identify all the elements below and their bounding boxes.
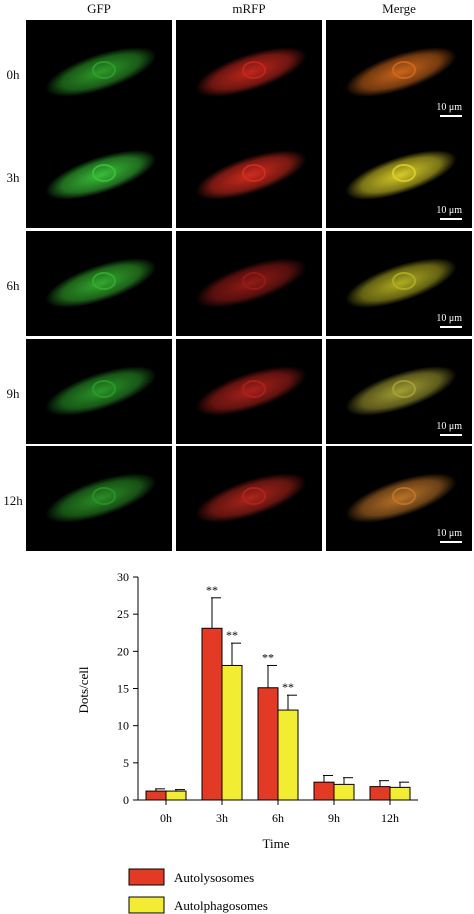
bar-autolphagosomes-6h	[277, 709, 299, 801]
legend-swatch-autolysosomes	[128, 868, 165, 886]
y-tick-label: 10	[117, 719, 129, 733]
scale-bar	[440, 115, 462, 117]
bar-autolysosomes-12h	[369, 786, 391, 801]
cell-nucleus	[392, 272, 416, 290]
y-tick-label: 30	[117, 570, 129, 584]
legend-label-autolysosomes: Autolysosomes	[174, 870, 254, 885]
micrograph-3h-merge: 10 μm	[326, 123, 472, 228]
micrograph-0h-merge: 10 μm	[326, 20, 472, 125]
cell-body	[345, 258, 457, 308]
cell-body	[195, 47, 307, 97]
micrograph-0h-gfp	[26, 20, 172, 125]
cell-body	[345, 47, 457, 97]
cell-body	[345, 366, 457, 416]
bar-autolphagosomes-0h	[165, 790, 187, 801]
legend-swatch-autolphagosomes	[128, 896, 165, 914]
scale-bar	[440, 541, 462, 543]
column-header-mrfp: mRFP	[232, 1, 266, 16]
scale-bar-label: 10 μm	[436, 313, 462, 324]
y-axis-label: Dots/cell	[76, 666, 91, 713]
cell-body	[195, 473, 307, 523]
cell-body	[345, 473, 457, 523]
scale-bar	[440, 434, 462, 436]
row-label-6h: 6h	[6, 278, 20, 293]
scale-bar-label: 10 μm	[436, 528, 462, 539]
bar-autolphagosomes-9h	[333, 783, 355, 801]
legend-label-autolphagosomes: Autolphagosomes	[174, 898, 268, 913]
x-tick-label: 0h	[160, 811, 172, 825]
cell-nucleus	[92, 61, 116, 79]
y-tick-label: 5	[123, 756, 129, 770]
cell-nucleus	[92, 272, 116, 290]
x-tick-label: 9h	[328, 811, 340, 825]
micrograph-9h-mrfp	[176, 339, 322, 444]
row-label-0h: 0h	[6, 67, 20, 82]
cell-nucleus	[392, 380, 416, 398]
scale-bar-label: 10 μm	[436, 102, 462, 113]
column-header-gfp: GFP	[87, 1, 111, 16]
bar-autolysosomes-9h	[313, 781, 335, 801]
cell-body	[45, 366, 157, 416]
row-label-9h: 9h	[6, 386, 20, 401]
scale-bar-label: 10 μm	[436, 205, 462, 216]
micrograph-12h-gfp	[26, 446, 172, 551]
micrograph-0h-mrfp	[176, 20, 322, 125]
bar-autolphagosomes-12h	[389, 786, 411, 801]
scale-bar	[440, 218, 462, 220]
micrograph-6h-gfp	[26, 231, 172, 336]
x-tick-label: 3h	[216, 811, 228, 825]
significance-marker: **	[282, 680, 294, 694]
cell-nucleus	[242, 272, 266, 290]
x-tick-label: 6h	[272, 811, 284, 825]
x-tick-label: 12h	[381, 811, 399, 825]
micrograph-9h-gfp	[26, 339, 172, 444]
y-tick-label: 15	[117, 682, 129, 696]
row-label-3h: 3h	[6, 170, 20, 185]
cell-nucleus	[392, 164, 416, 182]
micrograph-6h-merge: 10 μm	[326, 231, 472, 336]
scale-bar-label: 10 μm	[436, 421, 462, 432]
cell-body	[45, 258, 157, 308]
significance-marker: **	[206, 583, 218, 597]
y-tick-label: 0	[123, 793, 129, 807]
cell-nucleus	[392, 61, 416, 79]
bar-chart: 0 5 10 15 20 25 30 0h 3h 6h 9h 12h ** ** ** ** Dots/ce…	[76, 570, 418, 914]
micrograph-3h-mrfp	[176, 123, 322, 228]
cell-nucleus	[242, 61, 266, 79]
cell-nucleus	[392, 487, 416, 505]
cell-body	[345, 150, 457, 200]
cell-body	[195, 150, 307, 200]
micrograph-9h-merge: 10 μm	[326, 339, 472, 444]
x-axis-label: Time	[263, 836, 290, 851]
scale-bar	[440, 326, 462, 328]
cell-nucleus	[242, 487, 266, 505]
micrograph-12h-merge: 10 μm	[326, 446, 472, 551]
cell-nucleus	[242, 164, 266, 182]
cell-nucleus	[92, 487, 116, 505]
cell-nucleus	[92, 380, 116, 398]
bar-autolysosomes-3h	[201, 627, 223, 801]
cell-body	[195, 258, 307, 308]
cell-body	[45, 150, 157, 200]
row-label-12h: 12h	[3, 493, 23, 508]
significance-marker: **	[226, 628, 238, 642]
micrograph-3h-gfp	[26, 123, 172, 228]
micrograph-6h-mrfp	[176, 231, 322, 336]
y-tick-label: 20	[117, 644, 129, 658]
bar-autolysosomes-6h	[257, 687, 279, 801]
cell-nucleus	[92, 164, 116, 182]
cell-body	[45, 47, 157, 97]
cell-body	[195, 366, 307, 416]
micrograph-12h-mrfp	[176, 446, 322, 551]
bar-autolysosomes-0h	[145, 790, 167, 801]
column-header-merge: Merge	[382, 1, 416, 16]
y-tick-label: 25	[117, 607, 129, 621]
cell-nucleus	[242, 380, 266, 398]
cell-body	[45, 473, 157, 523]
significance-marker: **	[262, 650, 274, 664]
bar-autolphagosomes-3h	[221, 664, 243, 801]
